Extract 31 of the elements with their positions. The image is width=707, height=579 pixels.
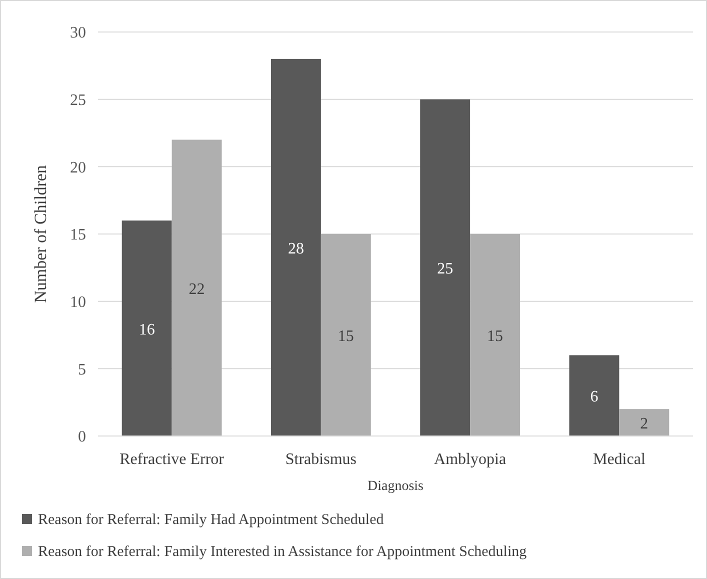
x-tick-label: Amblyopia <box>434 451 506 468</box>
y-tick-label: 30 <box>70 24 86 42</box>
data-label: 28 <box>288 240 304 258</box>
bar <box>619 409 670 436</box>
y-tick-label: 15 <box>70 226 86 244</box>
legend-label: Reason for Referral: Family Had Appointment Scheduled <box>38 512 384 528</box>
y-tick-label: 10 <box>70 294 86 311</box>
y-tick-label: 25 <box>70 92 86 109</box>
bar <box>122 220 172 436</box>
data-label: 22 <box>188 280 205 298</box>
x-tick-label: Refractive Error <box>120 451 225 468</box>
data-label: 2 <box>640 416 648 433</box>
x-tick-label: Strabismus <box>285 451 356 468</box>
bar <box>569 355 620 436</box>
bar <box>172 140 222 436</box>
bar <box>470 234 520 436</box>
y-tick-label: 20 <box>70 159 86 176</box>
bar <box>320 234 371 436</box>
bar <box>420 99 470 436</box>
legend-label: Reason for Referral: Family Interested in Assistance for Appointment Scheduling <box>38 544 528 560</box>
y-tick-label: 5 <box>78 361 86 378</box>
y-tick-label: 0 <box>78 428 86 446</box>
x-tick-label: Medical <box>592 451 646 468</box>
data-label: 15 <box>487 328 504 345</box>
data-label: 6 <box>590 388 598 406</box>
data-label: 16 <box>138 321 155 338</box>
data-label: 25 <box>437 260 454 278</box>
bar <box>270 58 321 436</box>
data-label: 15 <box>338 328 354 345</box>
y-axis-title: Number of Children <box>31 164 50 303</box>
x-axis-title: Diagnosis <box>368 479 424 494</box>
